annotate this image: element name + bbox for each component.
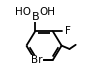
Text: OH: OH — [40, 7, 56, 17]
Text: F: F — [65, 26, 71, 36]
Text: HO: HO — [15, 7, 31, 17]
Text: Br: Br — [31, 55, 42, 65]
Text: B: B — [31, 12, 39, 22]
